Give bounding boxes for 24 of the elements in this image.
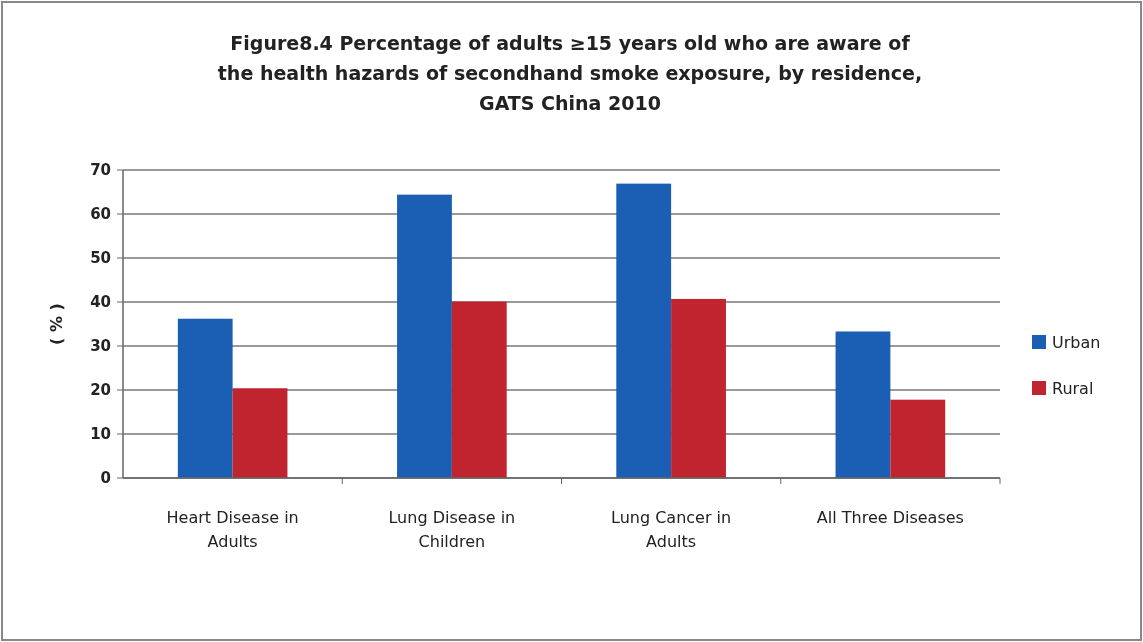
y-tick-label: 70 (90, 161, 111, 180)
x-tick-label: Heart Disease in Adults (166, 508, 299, 551)
bar (397, 194, 452, 478)
y-tick-label: 0 (100, 469, 111, 488)
x-tick-label: All Three Diseases (816, 508, 964, 527)
legend-label: Urban (1052, 332, 1101, 352)
y-tick-label: 60 (90, 205, 111, 224)
x-tick-label: Lung Cancer in Adults (611, 508, 732, 551)
chart-title: Figure8.4 Percentage of adults ≥15 years old who are aware of the health hazards of secondhand smoke exposure, by residence, GATS China 2010 (217, 32, 923, 114)
x-tick-label: Lung Disease in Children (388, 508, 516, 551)
y-tick-label: 20 (90, 381, 111, 400)
y-tick-label: 40 (90, 293, 111, 312)
y-axis-title: ( % ) (47, 303, 66, 345)
bar (890, 399, 946, 478)
bar (671, 298, 726, 478)
bar (232, 388, 288, 478)
y-tick-label: 10 (90, 425, 111, 444)
bar (616, 183, 672, 478)
bar (451, 301, 507, 478)
y-tick-label: 30 (90, 337, 111, 356)
legend-label: Rural (1052, 378, 1094, 398)
bar (835, 331, 891, 478)
y-tick-label: 50 (90, 249, 111, 268)
bar (177, 318, 233, 478)
